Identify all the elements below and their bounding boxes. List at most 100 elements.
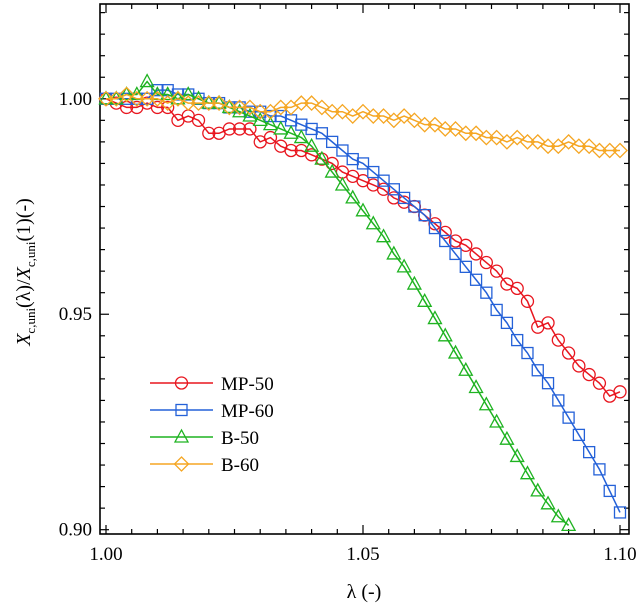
series-mp-50 bbox=[99, 92, 627, 403]
data-point-triangle bbox=[180, 86, 196, 101]
data-point-square bbox=[439, 234, 452, 248]
series-mp-60 bbox=[99, 84, 627, 519]
data-point-diamond bbox=[293, 95, 310, 112]
data-point-circle bbox=[284, 143, 298, 158]
data-point-triangle bbox=[499, 430, 515, 445]
data-point-square bbox=[326, 135, 339, 149]
data-point-triangle bbox=[170, 90, 186, 105]
data-point-diamond bbox=[601, 142, 618, 159]
data-point-triangle bbox=[283, 124, 299, 139]
data-point-square bbox=[459, 260, 472, 273]
legend-item-mp-50: MP-50 bbox=[150, 374, 274, 395]
y-label-sub1: c,uni bbox=[23, 308, 38, 334]
data-point-triangle bbox=[540, 495, 556, 510]
legend-label: B-50 bbox=[221, 428, 259, 449]
data-point-triangle bbox=[139, 73, 155, 88]
data-point-circle bbox=[191, 113, 206, 127]
data-point-triangle bbox=[489, 413, 505, 428]
data-point-diamond bbox=[211, 95, 227, 112]
y-label-sub2: c,uni bbox=[23, 241, 38, 267]
data-point-triangle bbox=[293, 129, 309, 144]
y-label-x1: X bbox=[13, 333, 35, 347]
data-point-square bbox=[521, 346, 534, 360]
data-point-diamond bbox=[406, 112, 423, 129]
data-point-square bbox=[151, 84, 164, 97]
data-point-triangle bbox=[437, 327, 453, 342]
series-line bbox=[105, 98, 621, 398]
data-point-square bbox=[500, 316, 514, 330]
data-point-diamond bbox=[612, 142, 628, 159]
data-point-triangle bbox=[262, 116, 279, 131]
data-point-square bbox=[480, 286, 493, 299]
data-point-square bbox=[593, 463, 606, 476]
data-point-square bbox=[356, 157, 370, 170]
data-point-square bbox=[541, 377, 555, 390]
data-point-circle bbox=[541, 316, 555, 330]
data-point-circle bbox=[520, 294, 535, 308]
data-point-square bbox=[346, 152, 359, 166]
data-point-diamond bbox=[457, 125, 474, 142]
svg-text:Xc,uni(λ)/Xc,uni(1)(-): Xc,uni(λ)/Xc,uni(1)(-) bbox=[13, 198, 38, 347]
data-point-square bbox=[613, 506, 627, 519]
legend-label: MP-50 bbox=[221, 374, 274, 395]
data-point-square bbox=[562, 411, 575, 424]
data-point-diamond bbox=[303, 95, 320, 112]
data-point-triangle bbox=[324, 163, 340, 178]
data-point-diamond bbox=[313, 99, 330, 116]
data-point-square bbox=[377, 174, 390, 187]
data-point-diamond bbox=[540, 138, 556, 155]
data-point-diamond bbox=[200, 95, 217, 112]
data-point-triangle bbox=[530, 482, 546, 497]
data-point-square bbox=[171, 88, 185, 101]
data-point-triangle bbox=[160, 86, 176, 101]
data-point-square bbox=[531, 364, 544, 377]
data-point-square bbox=[490, 303, 503, 317]
data-point-diamond bbox=[488, 129, 505, 146]
data-point-square bbox=[408, 200, 421, 213]
y-tick-label: 0.95 bbox=[59, 304, 92, 325]
data-point-diamond bbox=[416, 116, 433, 133]
data-point-diamond bbox=[128, 90, 145, 107]
data-point-square bbox=[367, 165, 380, 179]
y-label-tail: (1)(-) bbox=[13, 198, 35, 241]
data-point-diamond bbox=[581, 138, 598, 155]
data-point-diamond bbox=[468, 125, 484, 142]
x-tick-label: 1.10 bbox=[603, 544, 636, 565]
data-point-diamond bbox=[591, 142, 608, 159]
data-point-circle bbox=[469, 247, 483, 261]
data-point-square bbox=[243, 105, 257, 118]
data-point-triangle bbox=[242, 107, 258, 122]
data-point-square bbox=[552, 394, 565, 407]
data-point-diamond bbox=[180, 95, 197, 112]
data-point-triangle bbox=[314, 150, 330, 165]
data-point-square bbox=[428, 221, 442, 235]
data-point-square bbox=[305, 122, 318, 136]
data-point-square bbox=[264, 109, 277, 123]
data-point-square bbox=[397, 191, 411, 205]
data-point-diamond bbox=[170, 90, 186, 107]
legend: MP-50 MP-60 B-50 B-60 bbox=[150, 374, 274, 476]
data-point-diamond bbox=[334, 103, 351, 120]
data-point-circle bbox=[150, 100, 165, 115]
data-point-diamond bbox=[242, 99, 258, 116]
data-point-triangle bbox=[519, 465, 536, 480]
data-point-diamond bbox=[190, 95, 207, 112]
data-point-diamond bbox=[231, 99, 248, 116]
y-axis-label: Xc,uni(λ)/Xc,uni(1)(-) bbox=[13, 198, 38, 347]
data-point-circle bbox=[459, 238, 473, 252]
data-point-triangle bbox=[375, 228, 392, 243]
y-tick-label: 0.90 bbox=[59, 520, 92, 541]
data-point-triangle bbox=[345, 189, 361, 204]
data-point-circle bbox=[613, 385, 627, 399]
data-point-circle bbox=[263, 130, 278, 145]
data-point-square bbox=[583, 445, 596, 459]
data-point-circle bbox=[243, 122, 257, 136]
data-point-circle bbox=[161, 100, 175, 115]
data-point-triangle bbox=[334, 176, 351, 191]
data-point-triangle bbox=[468, 379, 484, 394]
data-point-square bbox=[387, 183, 400, 196]
data-point-diamond bbox=[519, 133, 536, 150]
data-point-circle bbox=[561, 346, 576, 360]
legend-item-b-60: B-60 bbox=[150, 455, 259, 476]
